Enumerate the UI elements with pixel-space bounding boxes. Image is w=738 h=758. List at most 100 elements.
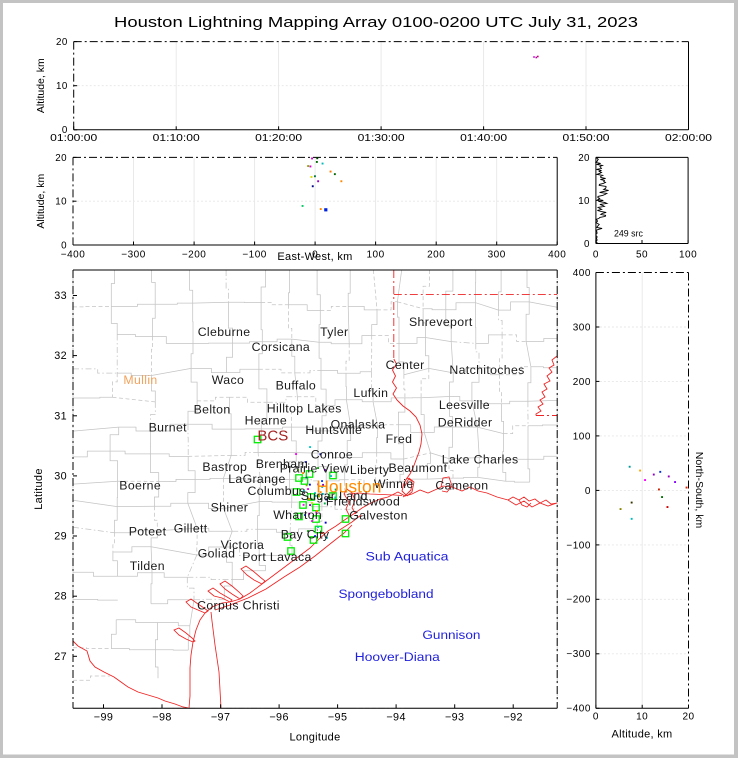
svg-text:LaGrange: LaGrange (228, 472, 286, 486)
svg-text:100: 100 (573, 431, 591, 442)
svg-text:Brenham: Brenham (256, 457, 308, 471)
svg-text:−100: −100 (242, 249, 267, 260)
svg-text:300: 300 (573, 322, 591, 333)
svg-text:10: 10 (636, 712, 648, 723)
svg-text:Poteet: Poteet (129, 525, 167, 539)
svg-text:Prairie View: Prairie View (280, 462, 350, 476)
svg-text:01:20:00: 01:20:00 (255, 133, 302, 144)
svg-text:Latitude: Latitude (33, 468, 45, 510)
svg-text:100: 100 (367, 249, 385, 260)
svg-text:−92: −92 (503, 712, 523, 724)
svg-text:02:00:00: 02:00:00 (665, 133, 712, 144)
svg-text:North-South, km: North-South, km (693, 452, 705, 529)
svg-text:10: 10 (55, 197, 67, 208)
svg-text:BCS: BCS (257, 428, 288, 445)
svg-text:Leesville: Leesville (439, 398, 490, 412)
svg-text:Spongebobland: Spongebobland (339, 587, 434, 601)
svg-text:29: 29 (54, 531, 67, 543)
svg-text:Natchitoches: Natchitoches (449, 363, 524, 377)
svg-text:33: 33 (54, 290, 67, 302)
svg-text:Lake Charles: Lake Charles (442, 453, 519, 467)
svg-text:DeRidder: DeRidder (438, 415, 493, 429)
svg-text:0: 0 (584, 239, 590, 250)
svg-text:−300: −300 (566, 649, 591, 660)
svg-text:−200: −200 (566, 595, 591, 606)
svg-text:10: 10 (578, 196, 590, 207)
svg-text:Huntsville: Huntsville (305, 423, 362, 437)
svg-text:Goliad: Goliad (198, 546, 236, 560)
svg-text:Hilltop Lakes: Hilltop Lakes (267, 401, 342, 415)
svg-text:200: 200 (427, 249, 445, 260)
svg-text:East-West, km: East-West, km (277, 251, 352, 263)
svg-text:−400: −400 (61, 249, 86, 260)
svg-text:Corsicana: Corsicana (252, 340, 311, 354)
svg-text:Wharton: Wharton (273, 508, 322, 522)
svg-text:20: 20 (55, 153, 67, 164)
svg-text:Bay City: Bay City (281, 528, 330, 542)
svg-text:Sugar Land: Sugar Land (301, 489, 368, 503)
svg-text:0: 0 (62, 125, 68, 136)
svg-text:32: 32 (54, 350, 67, 362)
svg-text:Fred: Fred (386, 432, 413, 446)
svg-text:20: 20 (682, 712, 694, 723)
svg-text:Houston Lightning Mapping Arra: Houston Lightning Mapping Array 0100-020… (114, 14, 638, 31)
svg-text:Hearne: Hearne (245, 414, 287, 428)
svg-text:Lufkin: Lufkin (353, 386, 388, 400)
svg-text:200: 200 (573, 377, 591, 388)
svg-text:−94: −94 (386, 712, 406, 724)
svg-text:20: 20 (56, 37, 68, 48)
svg-text:400: 400 (573, 268, 591, 279)
svg-text:01:50:00: 01:50:00 (563, 133, 610, 144)
svg-text:Gunnison: Gunnison (422, 628, 480, 642)
svg-text:−99: −99 (94, 712, 114, 724)
svg-text:Friendswood: Friendswood (326, 495, 400, 509)
svg-text:−200: −200 (182, 249, 207, 260)
svg-text:28: 28 (54, 591, 67, 603)
svg-text:Hoover-Diana: Hoover-Diana (355, 650, 440, 664)
svg-text:−98: −98 (152, 712, 172, 724)
svg-text:01:40:00: 01:40:00 (460, 133, 507, 144)
svg-text:Burnet: Burnet (149, 421, 188, 435)
svg-text:20: 20 (578, 153, 590, 164)
svg-text:Waco: Waco (212, 373, 244, 387)
svg-text:Gillett: Gillett (174, 522, 208, 536)
svg-text:Corpus Christi: Corpus Christi (197, 599, 280, 613)
svg-text:−96: −96 (269, 712, 289, 724)
svg-text:Tyler: Tyler (320, 325, 348, 339)
svg-text:−100: −100 (566, 540, 591, 551)
svg-text:Beaumont: Beaumont (389, 461, 448, 475)
svg-text:−97: −97 (211, 712, 231, 724)
svg-text:Shreveport: Shreveport (409, 315, 473, 329)
svg-text:31: 31 (54, 410, 67, 422)
svg-text:Cleburne: Cleburne (198, 325, 251, 339)
svg-text:Tilden: Tilden (130, 559, 165, 573)
svg-text:01:30:00: 01:30:00 (358, 133, 405, 144)
svg-text:−93: −93 (445, 712, 465, 724)
svg-text:Longitude: Longitude (289, 732, 340, 744)
svg-text:−95: −95 (328, 712, 348, 724)
svg-text:Winnie: Winnie (374, 477, 414, 491)
svg-text:Galveston: Galveston (349, 509, 408, 523)
svg-text:Belton: Belton (194, 403, 231, 417)
svg-text:Shiner: Shiner (211, 501, 249, 515)
svg-text:−300: −300 (121, 249, 146, 260)
svg-text:Altitude, km: Altitude, km (35, 174, 47, 229)
svg-text:Liberty: Liberty (350, 463, 390, 477)
svg-text:Houston: Houston (316, 476, 381, 496)
svg-text:0: 0 (585, 486, 591, 497)
svg-text:27: 27 (54, 651, 67, 663)
svg-text:50: 50 (636, 249, 648, 260)
svg-text:Cameron: Cameron (435, 478, 488, 492)
svg-text:Sub Aquatica: Sub Aquatica (366, 550, 449, 564)
svg-text:30: 30 (54, 470, 67, 482)
svg-text:Boerne: Boerne (119, 478, 161, 492)
svg-text:Onalaska: Onalaska (331, 418, 386, 432)
svg-text:Buffalo: Buffalo (276, 379, 317, 393)
svg-text:100: 100 (679, 249, 697, 260)
svg-text:Columbus: Columbus (248, 484, 306, 498)
svg-text:Altitude, km: Altitude, km (35, 58, 47, 113)
svg-text:0: 0 (593, 712, 599, 723)
svg-text:0: 0 (593, 249, 599, 260)
svg-text:Altitude, km: Altitude, km (611, 729, 672, 741)
svg-text:Conroe: Conroe (311, 448, 353, 462)
